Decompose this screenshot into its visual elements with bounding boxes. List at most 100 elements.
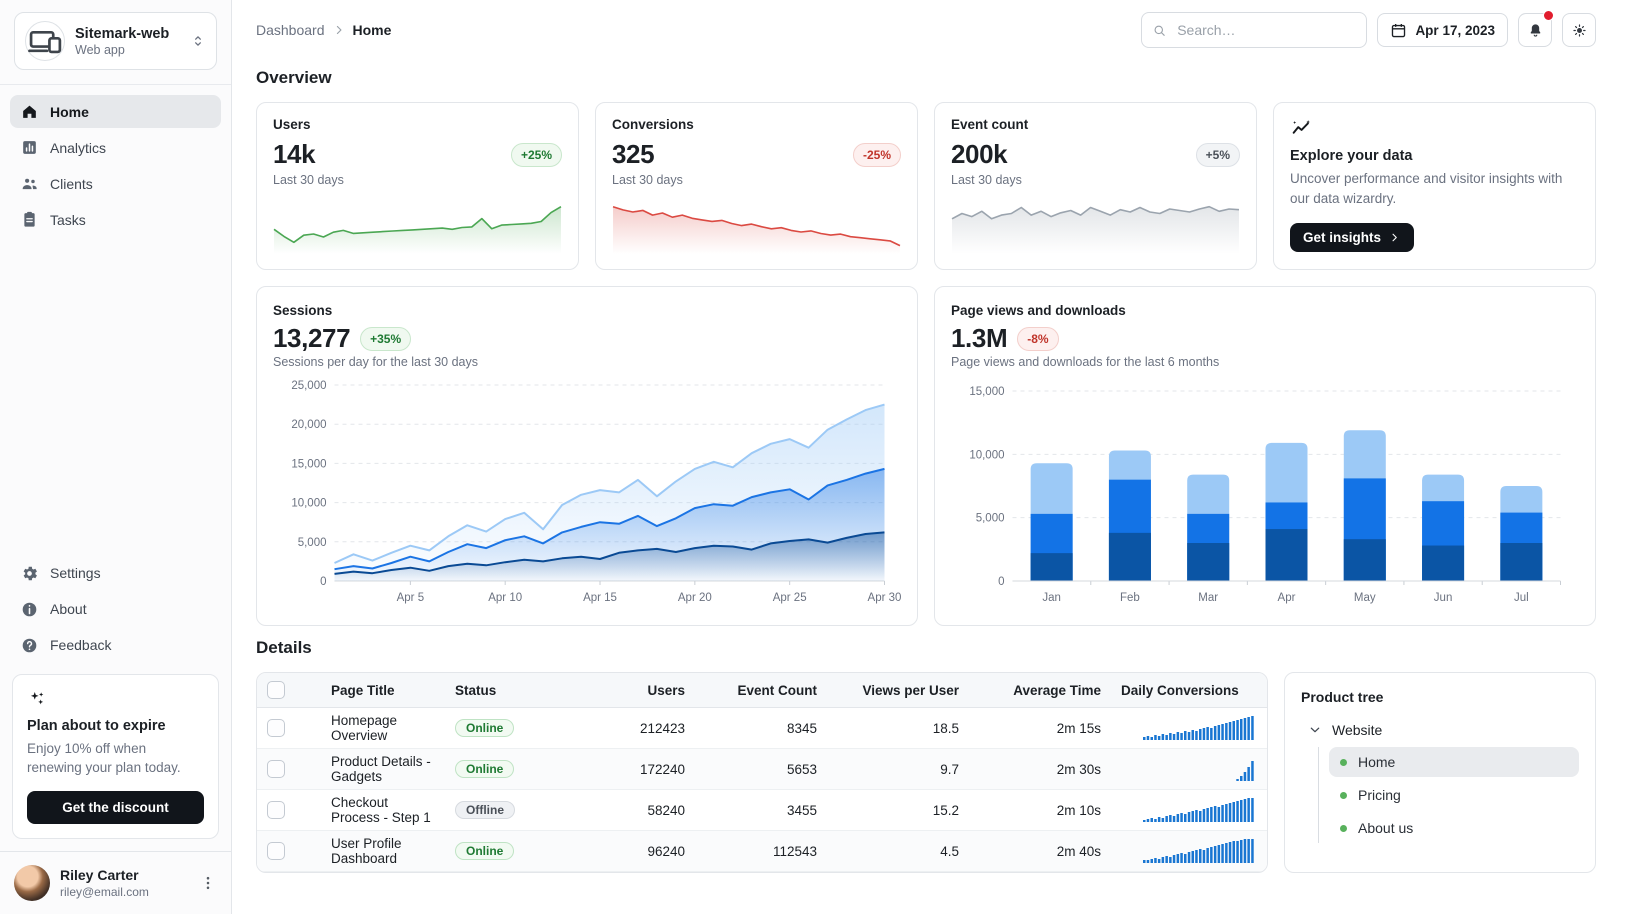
user-menu-button[interactable] [199, 874, 217, 892]
daily-conversions-sparkline [1143, 716, 1254, 740]
table-row[interactable]: User Profile Dashboard Online 96240 1125… [257, 830, 1267, 872]
pageviews-chart-title: Page views and downloads [951, 303, 1126, 318]
sidebar-item-tasks[interactable]: Tasks [10, 203, 221, 236]
user-email: riley@email.com [60, 884, 149, 899]
svg-text:Apr 20: Apr 20 [678, 592, 712, 604]
svg-text:Apr 30: Apr 30 [868, 592, 901, 604]
status-badge: Online [455, 719, 515, 737]
workspace-title: Sitemark-web [75, 25, 170, 42]
date-label: Apr 17, 2023 [1415, 22, 1495, 38]
sidebar-item-label: Clients [50, 175, 93, 192]
table-row[interactable]: Product Details - Gadgets Online 172240 … [257, 748, 1267, 790]
row-checkbox[interactable] [267, 719, 285, 737]
tree-node-website[interactable]: Website [1301, 717, 1579, 743]
daily-conversions-sparkline [1143, 798, 1254, 822]
product-tree-title: Product tree [1301, 689, 1384, 705]
cell-average-time: 2m 10s [969, 789, 1111, 831]
search-input[interactable] [1175, 21, 1357, 39]
sidebar-nav: Home Analytics Clients Tasks [0, 85, 231, 240]
help-icon [20, 636, 39, 655]
overview-title: Overview [256, 68, 332, 87]
sun-icon [1571, 22, 1588, 39]
cell-event-count: 5653 [695, 748, 827, 790]
user-profile-row: Riley Carter riley@email.com [0, 851, 231, 914]
date-picker-button[interactable]: Apr 17, 2023 [1377, 13, 1508, 47]
sidebar-item-settings[interactable]: Settings [10, 557, 221, 590]
sidebar-item-home[interactable]: Home [10, 95, 221, 128]
tree-bullet-icon [1340, 824, 1347, 832]
column-header-daily-conversions[interactable]: Daily Conversions [1111, 673, 1267, 708]
cell-status: Online [445, 748, 569, 790]
cell-users: 212423 [569, 707, 695, 749]
column-header-page-title[interactable]: Page Title [321, 673, 445, 708]
cell-users: 96240 [569, 830, 695, 872]
svg-text:10,000: 10,000 [969, 449, 1004, 461]
column-header-average-time[interactable]: Average Time [969, 673, 1111, 708]
sidebar-item-feedback[interactable]: Feedback [10, 629, 221, 662]
topbar-actions: Apr 17, 2023 [1141, 10, 1596, 48]
svg-text:25,000: 25,000 [291, 380, 326, 392]
cell-page-title: Product Details - Gadgets [321, 748, 445, 790]
row-checkbox[interactable] [267, 760, 285, 778]
product-tree-card: Product tree Website Home Pricing About … [1284, 672, 1596, 873]
table-row[interactable]: Checkout Process - Step 1 Offline 58240 … [257, 789, 1267, 831]
stat-card-title: Event count [951, 117, 1029, 132]
sidebar-item-label: About [50, 601, 87, 618]
cell-users: 172240 [569, 748, 695, 790]
sessions-delta-badge: +35% [360, 326, 412, 351]
svg-text:5,000: 5,000 [976, 513, 1005, 525]
svg-text:15,000: 15,000 [291, 458, 326, 470]
sessions-area-chart: 0 5,000 10,000 15,000 20,000 25,000 Apr 5 Apr 1… [273, 377, 901, 609]
svg-text:Apr 15: Apr 15 [583, 592, 617, 604]
daily-conversions-sparkline [1236, 761, 1254, 781]
chevron-right-icon [1388, 231, 1401, 244]
table-row[interactable]: Homepage Overview Online 212423 8345 18.… [257, 707, 1267, 749]
column-header-event-count[interactable]: Event Count [695, 673, 827, 708]
tree-item-about-us[interactable]: About us [1329, 813, 1579, 843]
stat-card-sparkline [951, 199, 1240, 255]
svg-text:20,000: 20,000 [291, 419, 326, 431]
breadcrumb-dashboard[interactable]: Dashboard [256, 22, 325, 38]
row-checkbox[interactable] [267, 801, 285, 819]
details-title: Details [256, 638, 312, 657]
column-header-status[interactable]: Status [445, 673, 569, 708]
clients-icon [20, 174, 39, 193]
charts-row: Sessions 13,277 +35% Sessions per day fo… [256, 286, 1596, 626]
search-box [1141, 12, 1368, 48]
svg-text:May: May [1354, 592, 1376, 604]
notifications-button[interactable] [1518, 10, 1554, 47]
sidebar-item-clients[interactable]: Clients [10, 167, 221, 200]
workspace-select[interactable]: Sitemark-web Web app [14, 12, 217, 70]
insights-icon [1290, 117, 1312, 139]
theme-toggle-button[interactable] [1562, 13, 1596, 47]
sidebar-item-analytics[interactable]: Analytics [10, 131, 221, 164]
select-all-checkbox[interactable] [267, 681, 285, 699]
get-discount-button[interactable]: Get the discount [27, 791, 204, 824]
sidebar-item-about[interactable]: About [10, 593, 221, 626]
column-header-views-per-user[interactable]: Views per User [827, 673, 969, 708]
get-insights-button[interactable]: Get insights [1290, 222, 1415, 252]
avatar [14, 865, 50, 901]
row-checkbox[interactable] [267, 842, 285, 860]
cell-event-count: 3455 [695, 789, 827, 831]
pageviews-value: 1.3M [951, 323, 1008, 353]
tree-item-pricing[interactable]: Pricing [1329, 780, 1579, 810]
stat-card-sparkline [612, 199, 901, 255]
stat-card-title: Conversions [612, 117, 694, 132]
cell-status: Offline [445, 789, 569, 831]
svg-text:Apr 25: Apr 25 [773, 592, 807, 604]
analytics-icon [20, 138, 39, 157]
gear-icon [20, 564, 39, 583]
notification-badge [1543, 10, 1554, 21]
tree-item-home[interactable]: Home [1329, 747, 1579, 777]
cell-page-title: Homepage Overview [321, 707, 445, 749]
explore-data-card: Explore your data Uncover performance an… [1273, 102, 1596, 270]
stat-card-delta-badge: +25% [510, 142, 562, 167]
svg-text:0: 0 [320, 576, 326, 588]
chevron-right-icon [332, 23, 346, 37]
daily-conversions-sparkline [1143, 839, 1254, 863]
sidebar-item-label: Tasks [50, 211, 86, 228]
column-header-users[interactable]: Users [569, 673, 695, 708]
svg-text:5,000: 5,000 [298, 537, 327, 549]
sessions-caption: Sessions per day for the last 30 days [273, 355, 478, 369]
